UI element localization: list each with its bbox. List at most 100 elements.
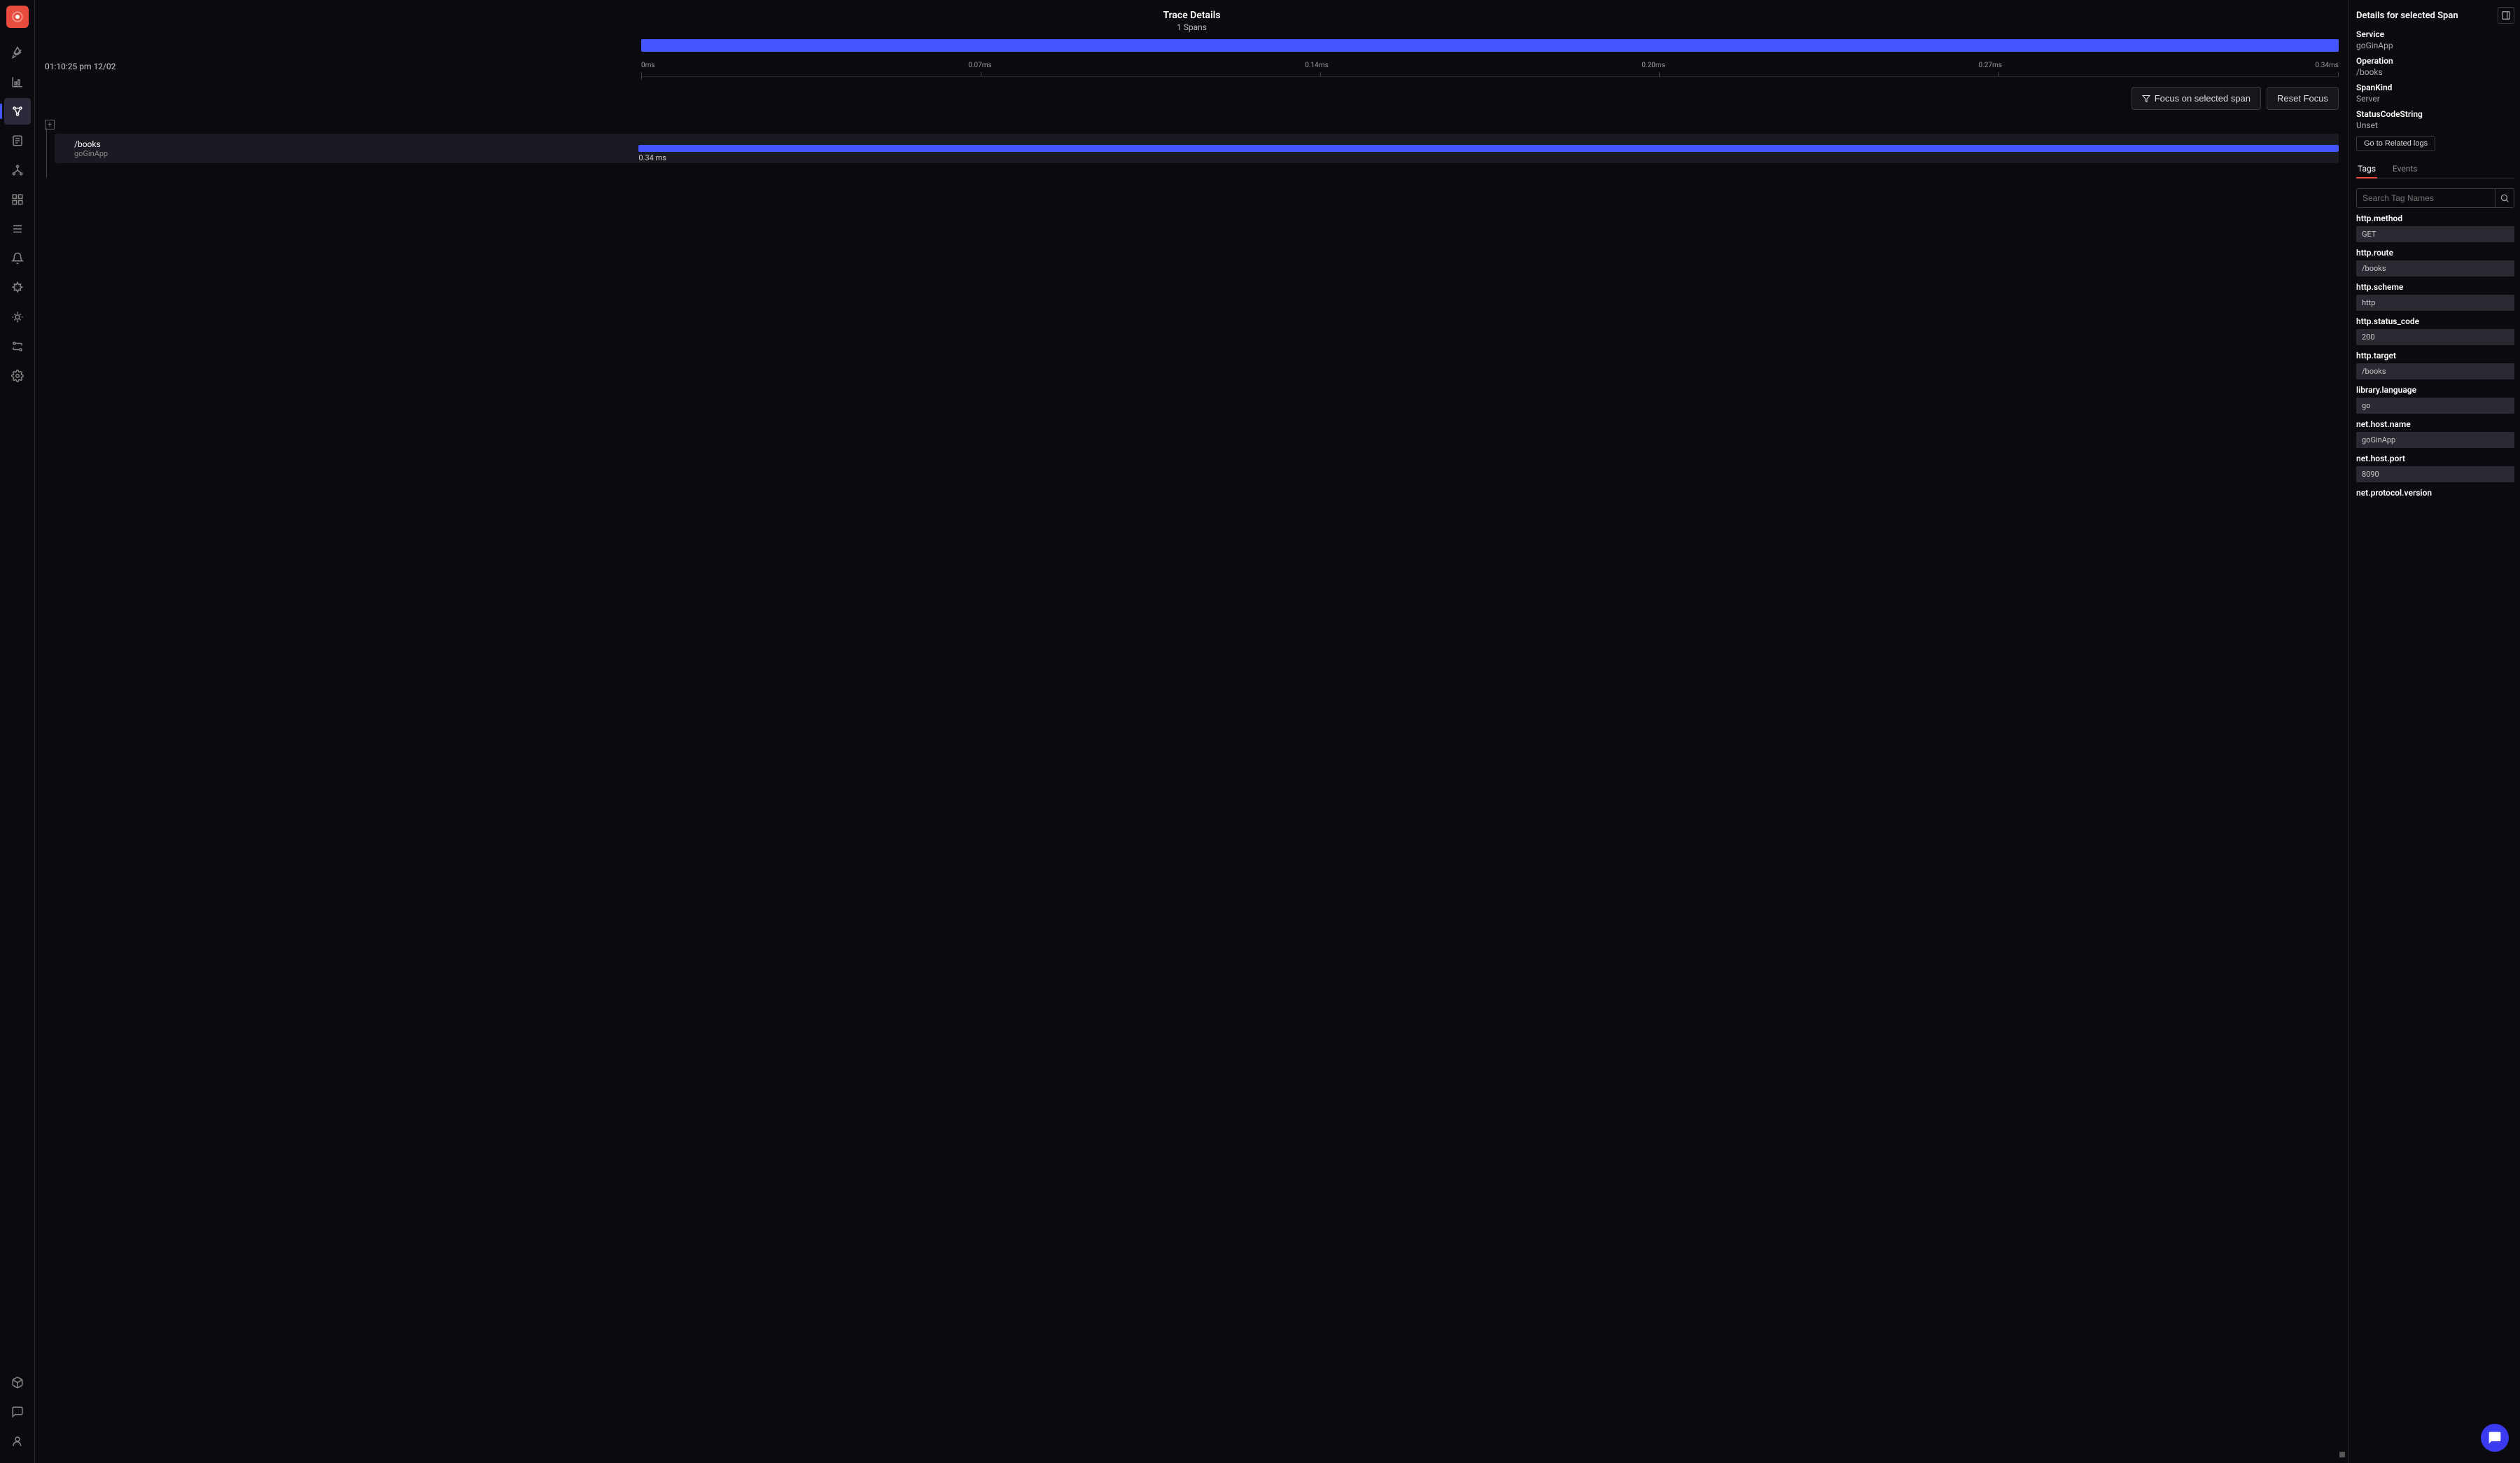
nav-get-started[interactable] — [4, 39, 31, 66]
tag-value: 8090 — [2356, 466, 2514, 482]
details-panel: Details for selected Span Service goGinA… — [2349, 0, 2520, 1463]
nav-metrics[interactable] — [4, 69, 31, 95]
axis-tick: 0.07ms — [968, 62, 991, 69]
tag-row: http.scheme http — [2356, 282, 2514, 311]
related-logs-label: Go to Related logs — [2364, 139, 2428, 148]
tag-row: http.status_code 200 — [2356, 316, 2514, 345]
timeline-overview — [45, 39, 2339, 52]
tag-key: net.protocol.version — [2356, 488, 2514, 498]
trace-span-count: 1 Spans — [45, 22, 2339, 32]
tag-value: go — [2356, 398, 2514, 414]
details-header: Details for selected Span — [2356, 7, 2514, 24]
tag-key: http.scheme — [2356, 282, 2514, 292]
span-label: /books goGinApp — [55, 134, 638, 163]
axis-tick: 0ms — [641, 62, 655, 69]
tag-value: 200 — [2356, 329, 2514, 345]
nav-services[interactable] — [4, 157, 31, 183]
axis-tick: 0.27ms — [1978, 62, 2001, 69]
meta-spankind: SpanKind Server — [2356, 83, 2514, 104]
tag-value: GET — [2356, 226, 2514, 242]
tag-row: http.method GET — [2356, 214, 2514, 242]
span-bar[interactable] — [638, 145, 2339, 152]
panel-icon — [2501, 10, 2511, 20]
nav-list[interactable] — [4, 216, 31, 242]
meta-value: Server — [2356, 94, 2514, 104]
meta-operation: Operation /books — [2356, 56, 2514, 77]
meta-statuscode: StatusCodeString Unset — [2356, 109, 2514, 130]
nav-traces[interactable] — [4, 98, 31, 125]
nav-alerts[interactable] — [4, 245, 31, 272]
details-tabs: Tags Events — [2356, 160, 2514, 178]
main-content: Trace Details 1 Spans 01:10:25 pm 12/02 … — [35, 0, 2520, 1463]
tab-events[interactable]: Events — [2391, 160, 2419, 178]
meta-value: Unset — [2356, 120, 2514, 130]
chat-icon — [2488, 1431, 2502, 1445]
tag-row: http.target /books — [2356, 351, 2514, 379]
trace-panel: Trace Details 1 Spans 01:10:25 pm 12/02 … — [35, 0, 2349, 1463]
related-logs-button[interactable]: Go to Related logs — [2356, 136, 2435, 151]
meta-label: SpanKind — [2356, 83, 2514, 92]
axis-tick: 0.34ms — [2316, 62, 2339, 69]
tag-row: net.host.name goGinApp — [2356, 419, 2514, 448]
nav-chat[interactable] — [4, 1399, 31, 1425]
span-name: /books — [74, 139, 631, 149]
trace-header: Trace Details 1 Spans — [45, 7, 2339, 39]
tab-tags[interactable]: Tags — [2356, 160, 2377, 178]
focus-selected-button[interactable]: Focus on selected span — [2132, 87, 2261, 110]
tree-line — [46, 128, 47, 177]
nav-dashboards[interactable] — [4, 186, 31, 213]
sidebar-bottom — [0, 1369, 34, 1463]
meta-service: Service goGinApp — [2356, 29, 2514, 50]
tag-key: http.method — [2356, 214, 2514, 223]
tag-row: net.protocol.version — [2356, 488, 2514, 498]
tag-row: net.host.port 8090 — [2356, 454, 2514, 482]
meta-value: goGinApp — [2356, 41, 2514, 50]
meta-value: /books — [2356, 67, 2514, 77]
tag-key: http.target — [2356, 351, 2514, 360]
nav-exceptions[interactable] — [4, 274, 31, 301]
reset-focus-label: Reset Focus — [2277, 93, 2328, 104]
tag-search-button[interactable] — [2495, 188, 2514, 208]
axis-tick: 0.20ms — [1642, 62, 1665, 69]
tag-key: http.route — [2356, 248, 2514, 258]
sidebar — [0, 0, 35, 1463]
span-duration: 0.34 ms — [638, 153, 666, 162]
chat-bubble-button[interactable] — [2481, 1424, 2509, 1452]
nav-settings[interactable] — [4, 363, 31, 389]
tag-row: http.route /books — [2356, 248, 2514, 276]
reset-focus-button[interactable]: Reset Focus — [2267, 87, 2339, 110]
meta-label: Operation — [2356, 56, 2514, 66]
tag-search — [2356, 188, 2514, 208]
filter-icon — [2142, 94, 2150, 103]
overview-bar[interactable] — [641, 39, 2339, 52]
tag-key: net.host.name — [2356, 419, 2514, 429]
span-service: goGinApp — [74, 149, 631, 158]
trace-title: Trace Details — [45, 10, 2339, 21]
panel-toggle-button[interactable] — [2498, 7, 2514, 24]
scroll-indicator — [2339, 1452, 2345, 1457]
nav-logs[interactable] — [4, 127, 31, 154]
tag-search-input[interactable] — [2356, 188, 2495, 208]
meta-label: Service — [2356, 29, 2514, 39]
search-icon — [2500, 193, 2510, 203]
tag-value: /books — [2356, 363, 2514, 379]
span-tree: + /books goGinApp 0.34 ms — [45, 120, 2339, 163]
tag-value: /books — [2356, 260, 2514, 276]
sidebar-nav — [0, 39, 34, 389]
tag-row: library.language go — [2356, 385, 2514, 414]
nav-box[interactable] — [4, 1369, 31, 1396]
nav-pipelines[interactable] — [4, 333, 31, 360]
nav-user[interactable] — [4, 1428, 31, 1455]
timeline-axis: 01:10:25 pm 12/02 0ms 0.07ms 0.14ms 0.20… — [45, 62, 2339, 69]
tag-key: library.language — [2356, 385, 2514, 395]
tag-value: goGinApp — [2356, 432, 2514, 448]
trace-timestamp: 01:10:25 pm 12/02 — [45, 62, 115, 71]
app-logo[interactable] — [6, 6, 29, 28]
nav-debug[interactable] — [4, 304, 31, 330]
tag-key: net.host.port — [2356, 454, 2514, 463]
controls-row: Focus on selected span Reset Focus — [45, 77, 2339, 120]
details-title: Details for selected Span — [2356, 10, 2458, 21]
tag-key: http.status_code — [2356, 316, 2514, 326]
axis-tick: 0.14ms — [1305, 62, 1328, 69]
span-row[interactable]: /books goGinApp 0.34 ms — [55, 134, 2339, 163]
